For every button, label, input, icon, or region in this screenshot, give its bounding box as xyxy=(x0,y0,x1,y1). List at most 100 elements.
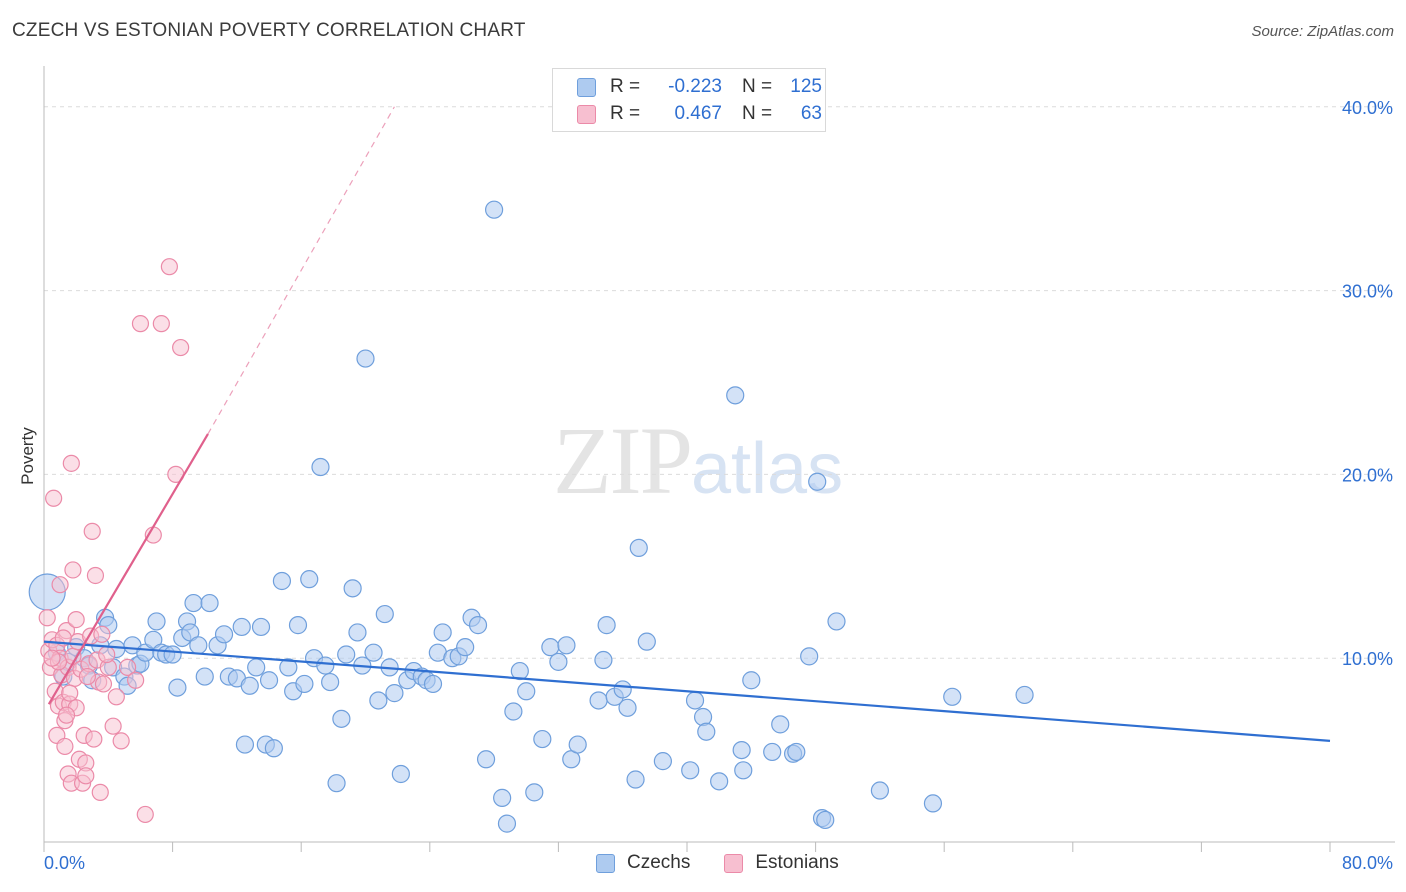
estonian-point xyxy=(85,730,103,748)
czech-point xyxy=(343,579,362,598)
estonian-point xyxy=(83,522,101,540)
estonian-trend-extension xyxy=(207,106,395,435)
r-label: R = xyxy=(610,76,641,97)
estonian-point xyxy=(107,688,125,706)
czech-point xyxy=(189,636,208,655)
czech-point xyxy=(300,570,319,589)
czech-point xyxy=(710,772,729,791)
czech-point xyxy=(476,750,496,769)
estonian-point xyxy=(104,717,122,735)
n-value: 63 xyxy=(800,103,822,124)
y-tick-label: 30.0% xyxy=(1342,282,1393,302)
czech-point xyxy=(504,702,523,721)
estonian-point xyxy=(131,315,150,333)
czech-point xyxy=(385,684,404,703)
estonian-point xyxy=(67,610,85,629)
source-label: Source: ZipAtlas.com xyxy=(1251,23,1394,40)
czech-point xyxy=(240,676,259,695)
czech-point xyxy=(168,678,187,697)
czech-point xyxy=(391,764,410,784)
czech-point xyxy=(800,647,819,666)
legend-label-czechs: Czechs xyxy=(627,852,691,873)
czech-point xyxy=(235,735,255,754)
czech-point xyxy=(787,742,806,762)
czech-point xyxy=(369,691,388,710)
czech-point xyxy=(613,680,632,699)
czech-point xyxy=(763,742,782,762)
czech-point xyxy=(681,761,700,780)
r-label: R = xyxy=(610,103,641,124)
czech-point xyxy=(232,617,251,637)
czech-point xyxy=(732,740,751,760)
czech-point xyxy=(327,774,346,793)
czech-point xyxy=(375,604,394,624)
estonian-point xyxy=(61,684,79,702)
czech-point xyxy=(423,674,443,694)
czech-point xyxy=(485,200,504,219)
czech-point xyxy=(259,671,279,690)
estonian-point xyxy=(172,338,190,357)
legend-row-estonians: R = 0.467 N = 63 xyxy=(577,102,822,126)
czech-point xyxy=(251,617,271,637)
czech-point xyxy=(568,735,587,754)
estonian-point xyxy=(57,706,76,724)
czech-point xyxy=(923,794,943,813)
czech-point xyxy=(264,739,283,758)
estonian-point xyxy=(56,737,74,756)
czech-point xyxy=(364,643,383,662)
czech-point xyxy=(510,661,529,681)
czech-swatch xyxy=(577,77,596,97)
czech-point xyxy=(247,658,266,677)
czech-point xyxy=(594,650,613,670)
czech-point xyxy=(808,472,827,491)
estonian-point xyxy=(38,609,56,627)
czech-point xyxy=(637,632,656,651)
n-label: N = xyxy=(742,76,773,97)
czech-point xyxy=(200,593,219,613)
n-value: 125 xyxy=(790,76,822,97)
legend-item-estonians: Estonians xyxy=(724,852,839,874)
estonian-swatch xyxy=(724,853,744,873)
estonian-point xyxy=(160,258,178,276)
czech-point xyxy=(279,658,298,677)
czech-point xyxy=(771,715,790,734)
czech-point xyxy=(653,752,672,771)
czech-point xyxy=(525,783,544,802)
czech-point xyxy=(214,625,234,644)
estonian-point xyxy=(78,667,97,686)
czech-point xyxy=(348,623,367,642)
czech-point xyxy=(734,761,753,780)
legend-item-czechs: Czechs xyxy=(596,852,690,874)
czech-point xyxy=(685,691,705,710)
series-legend: Czechs Estonians xyxy=(596,852,873,874)
y-tick-label: 20.0% xyxy=(1342,465,1393,485)
czech-point xyxy=(697,722,716,741)
czech-point xyxy=(597,616,616,635)
czech-point xyxy=(181,623,200,642)
r-value: -0.223 xyxy=(668,76,722,97)
y-axis-label: Poverty xyxy=(18,427,37,485)
czech-trend-line xyxy=(43,640,1331,743)
czech-point xyxy=(311,457,330,477)
czech-point xyxy=(456,638,475,657)
czech-point xyxy=(693,707,713,727)
czech-point xyxy=(493,788,512,807)
czech-point xyxy=(589,691,608,710)
czech-point xyxy=(943,687,962,706)
estonian-point xyxy=(94,675,113,693)
correlation-legend: R = -0.223 N = 125 R = 0.467 N = 63 xyxy=(552,68,826,132)
estonian-swatch xyxy=(577,104,596,124)
czech-point xyxy=(184,593,203,613)
czech-point xyxy=(144,630,163,649)
estonian-trend-line xyxy=(47,433,209,705)
czech-point xyxy=(337,645,356,664)
estonian-point xyxy=(152,315,170,333)
czech-point xyxy=(870,781,890,800)
estonian-point xyxy=(62,454,80,472)
watermark: ZIPatlas xyxy=(553,405,843,516)
czech-point xyxy=(332,709,351,728)
estonian-point xyxy=(43,649,61,667)
czech-point xyxy=(557,636,576,655)
czech-point xyxy=(433,623,452,642)
czech-point xyxy=(356,349,375,368)
